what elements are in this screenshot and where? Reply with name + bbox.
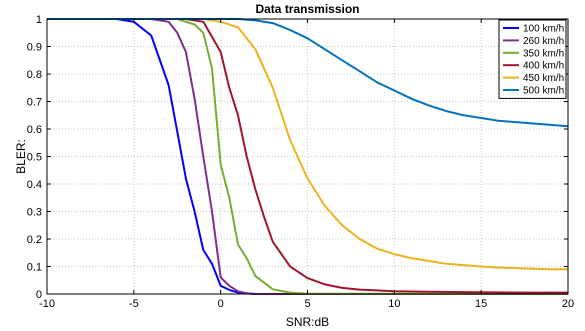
- y-axis-ticks: 0 0.1 0.2 0.3 0.4 0.5 0.6 0.7 0.8 0.9 1: [27, 14, 568, 301]
- y-tick-label: 0.9: [27, 42, 42, 54]
- y-tick-label: 0.3: [27, 207, 42, 219]
- series-line-4: [47, 18, 568, 271]
- chart-title: Data transmission: [255, 2, 359, 16]
- x-tick-label: 10: [388, 298, 400, 310]
- legend-label: 400 km/h: [523, 61, 564, 72]
- y-tick-label: 0.4: [27, 179, 42, 191]
- y-tick-label: 0.5: [27, 152, 42, 164]
- x-tick-label: 20: [562, 298, 574, 310]
- y-tick-label: 0.7: [27, 97, 42, 109]
- x-tick-label: 5: [304, 298, 310, 310]
- series-lines: [47, 18, 569, 295]
- y-tick-label: 0.1: [27, 262, 42, 274]
- series-line-5: [47, 18, 569, 128]
- x-tick-label: -10: [39, 298, 55, 310]
- legend-label: 450 km/h: [523, 73, 564, 84]
- x-axis-label: SNR:dB: [286, 315, 329, 329]
- y-axis-label: BLER:: [14, 139, 28, 174]
- legend-label: 500 km/h: [523, 86, 564, 97]
- legend-label: 350 km/h: [523, 48, 564, 59]
- legend-box: [498, 19, 567, 99]
- legend-label: 100 km/h: [523, 24, 564, 35]
- y-tick-label: 0.2: [27, 234, 42, 246]
- legend-label: 260 km/h: [523, 36, 564, 47]
- x-tick-label: 0: [218, 298, 224, 310]
- x-tick-label: 15: [475, 298, 487, 310]
- x-tick-label: -5: [129, 298, 139, 310]
- y-tick-label: 1: [36, 14, 42, 26]
- y-tick-label: 0.8: [27, 69, 42, 81]
- y-tick-label: 0.6: [27, 124, 42, 136]
- x-axis-ticks: -10 -5 0 5 10 15 20: [39, 19, 574, 310]
- grid: [46, 18, 569, 295]
- series-line-1: [47, 18, 568, 295]
- series-line-3: [47, 18, 568, 294]
- y-tick-label: 0: [36, 289, 42, 301]
- series-line-2: [47, 18, 569, 295]
